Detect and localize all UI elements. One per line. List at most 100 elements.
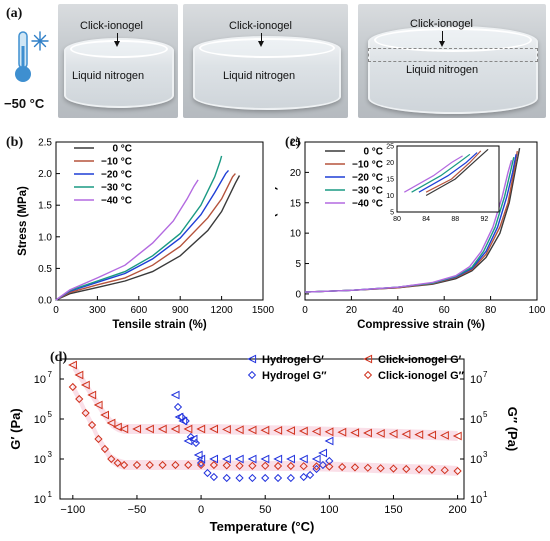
marker-hydrogel-g — [273, 454, 283, 464]
marker-click-ionogel-g — [171, 460, 180, 470]
y-tick-exp-left: 3 — [48, 450, 53, 459]
y-tick-label-right: 10 — [470, 454, 482, 466]
y-tick-label-right: 10 — [470, 374, 482, 386]
x-tick-label: −100 — [60, 504, 85, 516]
marker-hydrogel-g — [298, 454, 308, 464]
marker-click-ionogel-g — [87, 420, 97, 430]
x-tick-label: 100 — [320, 504, 338, 516]
x-tick-label: 60 — [439, 305, 451, 316]
y-tick-label: 10 — [290, 229, 302, 240]
marker-click-ionogel-g — [106, 418, 116, 428]
x-tick-label: 0 — [53, 305, 59, 316]
marker-hydrogel-g — [273, 473, 283, 483]
marker-click-ionogel-g — [112, 422, 122, 432]
inset-series-line-40-c — [404, 155, 463, 193]
panel-d-label: (d) — [50, 350, 68, 365]
photo-3-bottom-label: Liquid nitrogen — [406, 64, 479, 76]
marker-click-ionogel-g — [94, 434, 103, 444]
marker-hydrogel-g — [318, 448, 328, 458]
x-tick-label: 50 — [259, 504, 271, 516]
marker-click-ionogel-g — [87, 390, 97, 400]
photo-3-dashed-box — [368, 48, 538, 62]
photo-2-arrow — [261, 33, 262, 41]
legend-label: Click-ionogel G″ — [378, 370, 465, 382]
marker-click-ionogel-g — [363, 428, 372, 438]
inset-x-tick-label: 84 — [422, 216, 430, 223]
photo-1-bottom-label: Liquid nitrogen — [72, 70, 145, 82]
compressive-chart: 0 20 40 60 80 100 0 5 10 15 20 25 Compressive strain… — [275, 138, 546, 332]
y-tick-label: 20 — [290, 168, 302, 179]
x-axis-label: Temperature (°C) — [210, 519, 315, 534]
inset-y-tick-label: 15 — [386, 177, 394, 184]
series-line-20-c — [55, 169, 230, 301]
marker-hydrogel-g — [235, 473, 244, 483]
marker-click-ionogel-g — [113, 458, 122, 468]
marker-click-ionogel-g — [247, 425, 257, 435]
photo-1-top-label: Click-ionogel — [80, 20, 143, 32]
marker-click-ionogel-g — [196, 424, 206, 434]
photo-1-arrow-head — [114, 41, 120, 47]
legend-label: −10 °C — [101, 157, 132, 168]
marker-click-ionogel-g — [389, 464, 398, 473]
marker-click-ionogel-g — [119, 424, 129, 434]
marker-click-ionogel-g — [324, 427, 334, 437]
marker-click-ionogel-g — [209, 460, 219, 470]
y-tick-label: 25 — [290, 138, 302, 149]
marker-click-ionogel-g — [337, 427, 347, 437]
photo-3: Click-ionogel Liquid nitrogen — [358, 4, 546, 118]
marker-click-ionogel-g — [145, 424, 154, 434]
y-axis-label: Stress (MPa) — [17, 186, 29, 256]
marker-click-ionogel-g — [222, 461, 231, 470]
y-tick-label-left: 10 — [34, 494, 46, 506]
marker-click-ionogel-g — [132, 460, 142, 470]
legend-label: 0 °C — [363, 147, 383, 158]
marker-hydrogel-g — [260, 454, 270, 464]
marker-hydrogel-g — [324, 436, 334, 446]
marker-click-ionogel-g — [286, 426, 295, 436]
legend-marker — [247, 354, 257, 364]
series-line-10-c — [55, 173, 236, 301]
marker-hydrogel-g — [186, 432, 195, 442]
marker-hydrogel-g — [299, 472, 308, 482]
photo-1: Click-ionogel Liquid nitrogen — [58, 4, 178, 118]
x-axis-label: Tensile strain (%) — [112, 319, 207, 331]
inset-series-line-0-c — [425, 148, 489, 197]
marker-hydrogel-g — [193, 450, 203, 460]
marker-click-ionogel-g — [375, 428, 385, 438]
x-tick-label: 100 — [529, 305, 546, 316]
marker-click-ionogel-g — [311, 426, 321, 436]
inset-y-tick-label: 25 — [386, 144, 394, 151]
marker-click-ionogel-g — [350, 428, 360, 438]
legend-marker — [363, 370, 373, 380]
tensile-chart: 0 300 600 900 1200 1500 0.0 0.5 1.0 1.5 2.0 2.5 Tens… — [17, 138, 275, 332]
marker-click-ionogel-g — [415, 465, 424, 474]
x-axis-label: Compressive strain (%) — [357, 319, 485, 331]
y-tick-exp-left: 7 — [48, 370, 53, 379]
marker-hydrogel-g — [286, 473, 295, 483]
marker-click-ionogel-g — [235, 461, 244, 470]
marker-hydrogel-g — [318, 460, 328, 470]
series-line-40-c — [55, 179, 199, 301]
y-tick-label: 0.0 — [38, 296, 52, 307]
marker-hydrogel-g — [181, 416, 190, 426]
marker-hydrogel-g — [261, 473, 270, 483]
marker-hydrogel-g — [183, 436, 193, 446]
marker-click-ionogel-g — [132, 424, 142, 434]
y-tick-label: 0.5 — [38, 264, 52, 275]
marker-hydrogel-g — [191, 438, 201, 448]
y-tick-label-left: 10 — [34, 414, 46, 426]
y-tick-label: 2.5 — [38, 138, 52, 149]
series-line-40-c — [304, 160, 513, 293]
legend-label: −30 °C — [352, 186, 383, 197]
legend-label: −20 °C — [352, 173, 383, 184]
marker-click-ionogel-g — [68, 360, 77, 370]
legend-label: −20 °C — [101, 170, 132, 181]
marker-hydrogel-g — [173, 402, 183, 412]
panel-c-label: (c) — [285, 135, 301, 150]
y-tick-exp-left: 1 — [48, 490, 53, 499]
marker-click-ionogel-g — [170, 424, 180, 434]
marker-click-ionogel-g — [440, 430, 449, 440]
marker-click-ionogel-g — [401, 429, 411, 439]
marker-hydrogel-g — [196, 454, 206, 464]
marker-click-ionogel-g — [273, 425, 283, 435]
